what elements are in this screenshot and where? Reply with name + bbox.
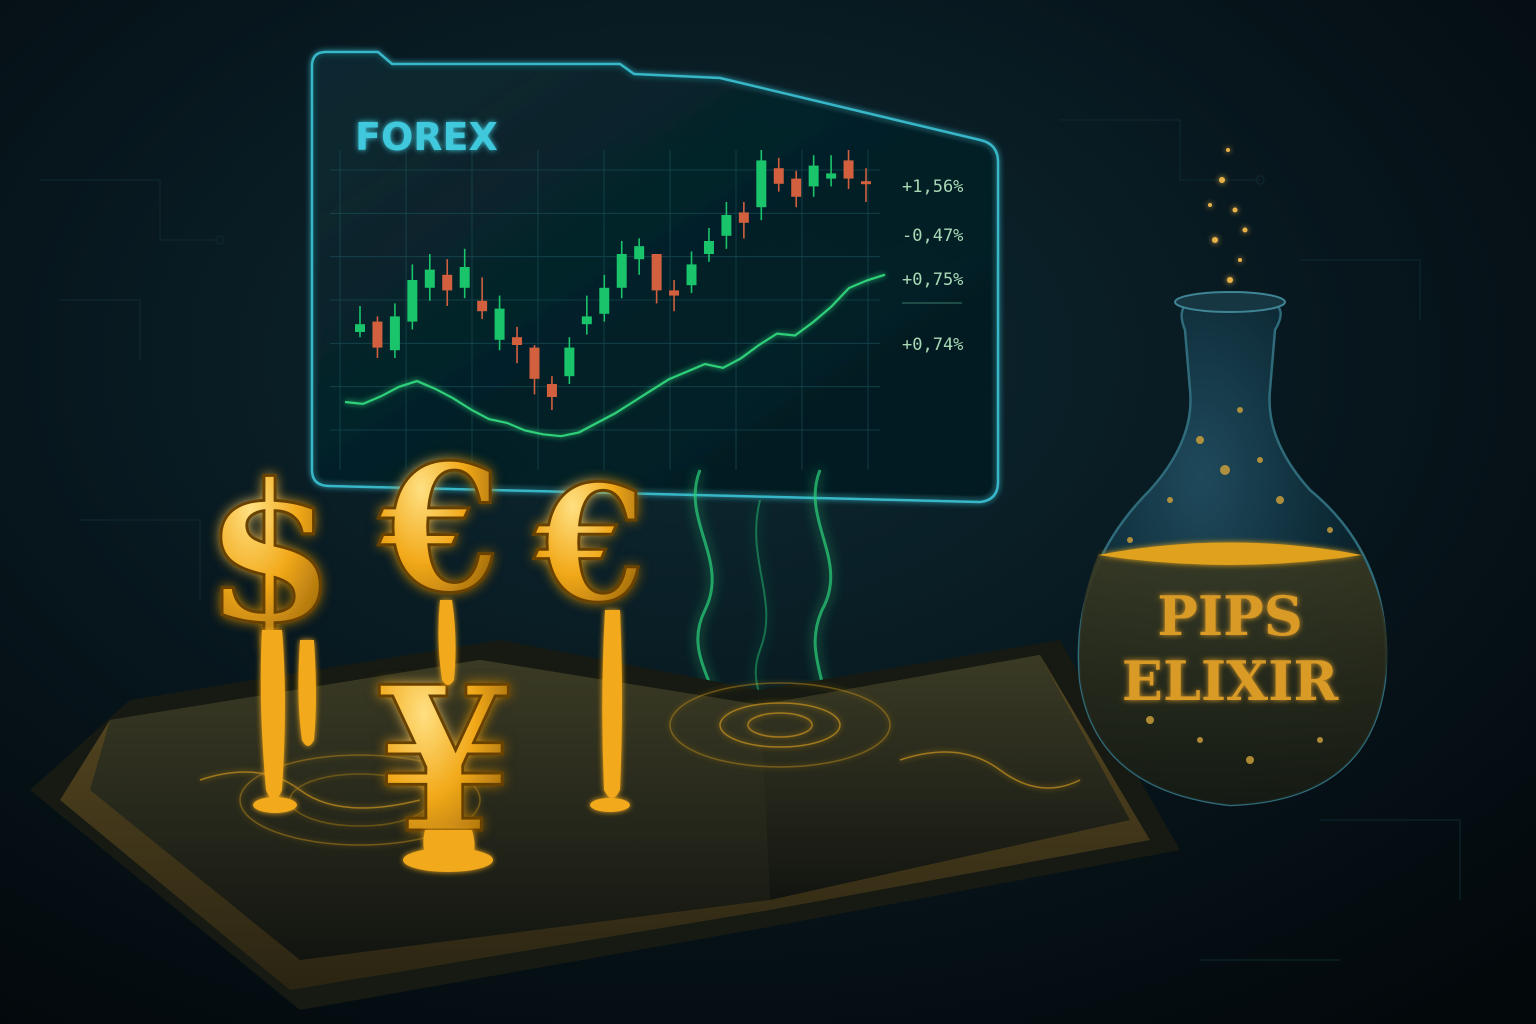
elixir-bottle: PIPS ELIXIR <box>1077 148 1388 807</box>
bottle-bubbles <box>1127 407 1333 764</box>
candle-up <box>826 173 837 179</box>
rising-sparkles <box>1208 148 1248 283</box>
panel-grid <box>330 150 880 470</box>
euro-symbol-2: € <box>533 450 645 638</box>
candle-up <box>355 324 365 332</box>
bottle-rim <box>1174 291 1286 313</box>
candle-up <box>599 287 610 314</box>
candle-up <box>703 241 714 254</box>
bottle-liquid <box>1079 542 1388 805</box>
book-left-page <box>90 660 770 960</box>
trend-line <box>344 273 886 438</box>
candle-down <box>651 254 662 291</box>
candle-down <box>512 337 523 345</box>
percentage-2: -0,47% <box>902 226 963 246</box>
percentage-4: +0,74% <box>902 335 963 355</box>
forex-title: FOREX <box>355 115 498 159</box>
candle-down <box>669 290 680 296</box>
candle-down <box>372 321 383 348</box>
candle-down <box>738 212 749 223</box>
candle-up <box>494 308 505 340</box>
candle-up <box>808 165 819 187</box>
candlestick-series <box>355 150 871 410</box>
forex-panel: FOREX +1,56% -0,47% +0,75% +0,74% <box>310 50 1000 504</box>
candle-up <box>424 269 435 288</box>
percentage-3: +0,75% <box>902 270 963 290</box>
candle-up <box>459 267 470 288</box>
candle-down <box>843 160 854 179</box>
candle-up <box>756 160 767 208</box>
open-book <box>30 640 1180 1010</box>
gold-drips <box>253 600 630 872</box>
candle-up <box>686 264 697 286</box>
percentage-1: +1,56% <box>902 177 963 197</box>
candle-down <box>861 181 871 185</box>
circuit-pattern <box>40 119 1461 961</box>
candle-down <box>529 347 540 379</box>
candle-down <box>442 274 453 291</box>
bottle-label-line2: ELIXIR <box>1122 649 1340 713</box>
candle-up <box>564 347 575 377</box>
candle-down <box>791 178 802 197</box>
percentage-list: +1,56% -0,47% +0,75% +0,74% <box>902 177 963 355</box>
candle-up <box>389 316 400 351</box>
candle-up <box>407 280 418 322</box>
candle-down <box>477 300 488 312</box>
book-right-page <box>760 655 1130 900</box>
bottle-label-line1: PIPS <box>1157 584 1302 648</box>
book-engravings <box>199 682 1081 846</box>
euro-symbol-1: € <box>378 427 501 632</box>
candle-down <box>773 168 784 184</box>
candle-up <box>721 215 732 236</box>
candle-up <box>616 254 627 288</box>
dollar-symbol: $ <box>204 442 336 665</box>
candle-up <box>634 246 645 260</box>
candle-down <box>546 384 557 397</box>
candle-up <box>581 316 592 325</box>
liquid-surface <box>1098 542 1362 565</box>
